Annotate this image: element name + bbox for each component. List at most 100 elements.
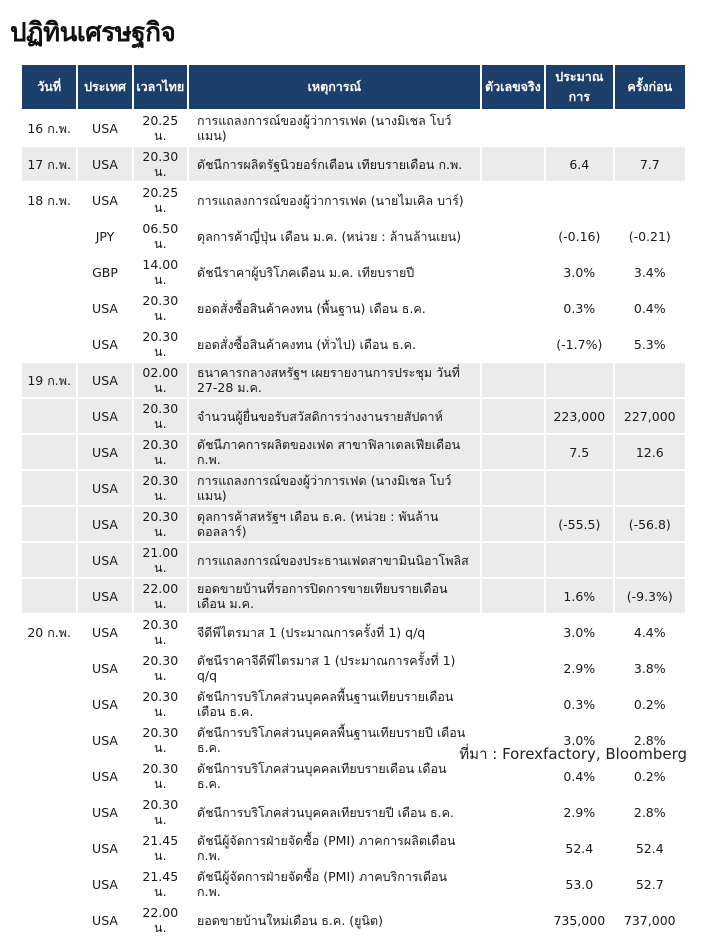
- cell-event: ดัชนีภาคการผลิตของเฟด สาขาฟิลาเดลเฟียเดื…: [188, 435, 480, 469]
- cell-previous: (-0.21): [614, 219, 685, 253]
- cell-previous: (-56.8): [614, 507, 685, 541]
- cell-date: [22, 795, 77, 829]
- table-row: USA 21.00 น. การแถลงการณ์ของประธานเฟดสาขาม…: [22, 543, 685, 577]
- table-row: 16 ก.พ. USA 20.25 น. การแถลงการณ์ของผู้ว่าก…: [22, 111, 685, 145]
- cell-event: จำนวนผู้ยื่นขอรับสวัสดิการว่างงานรายสัปด…: [188, 399, 480, 433]
- cell-previous: 2.8%: [614, 795, 685, 829]
- cell-forecast: [546, 471, 613, 505]
- table-row: 20 ก.พ. USA 20.30 น. จีดีพีไตรมาส 1 (ประมาณ…: [22, 615, 685, 649]
- cell-time: 02.00 น.: [133, 363, 187, 397]
- cell-date: [22, 255, 77, 289]
- cell-date: [22, 507, 77, 541]
- cell-event: ยอดสั่งซื้อสินค้าคงทน (พื้นฐาน) เดือน ธ.…: [188, 291, 480, 325]
- cell-time: 20.30 น.: [133, 687, 187, 721]
- cell-date: [22, 435, 77, 469]
- cell-event: ดัชนีการบริโภคส่วนบุคคลพื้นฐานเทียบรายเด…: [188, 687, 480, 721]
- cell-country: USA: [78, 723, 132, 757]
- cell-date: 16 ก.พ.: [22, 111, 77, 145]
- cell-forecast: 735,000: [546, 903, 613, 937]
- cell-actual: [481, 363, 545, 397]
- table-row: USA 22.00 น. ยอดขายบ้านใหม่เดือน ธ.ค. (ยูน…: [22, 903, 685, 937]
- cell-country: USA: [78, 327, 132, 361]
- cell-previous: 227,000: [614, 399, 685, 433]
- cell-previous: 7.7: [614, 147, 685, 181]
- cell-event: ยอดขายบ้านใหม่เดือน ธ.ค. (ยูนิต): [188, 903, 480, 937]
- table-header: วันที่ ประเทศ เวลาไทย เหตุการณ์ ตัวเลขจริง ปร…: [22, 65, 685, 109]
- cell-actual: [481, 471, 545, 505]
- cell-previous: 52.7: [614, 867, 685, 901]
- cell-country: USA: [78, 471, 132, 505]
- cell-date: [22, 723, 77, 757]
- table-row: USA 20.30 น. การแถลงการณ์ของผู้ว่าการเฟด (…: [22, 471, 685, 505]
- cell-event: ดัชนีผู้จัดการฝ่ายจัดซื้อ (PMI) ภาคการผล…: [188, 831, 480, 865]
- cell-event: ดัชนีการผลิตรัฐนิวยอร์กเดือน เทียบรายเดื…: [188, 147, 480, 181]
- cell-previous: 3.8%: [614, 651, 685, 685]
- cell-actual: [481, 147, 545, 181]
- table-row: USA 21.45 น. ดัชนีผู้จัดการฝ่ายจัดซื้อ (PM…: [22, 831, 685, 865]
- cell-date: [22, 579, 77, 613]
- cell-country: USA: [78, 795, 132, 829]
- cell-forecast: 223,000: [546, 399, 613, 433]
- cell-country: USA: [78, 291, 132, 325]
- cell-country: USA: [78, 183, 132, 217]
- cell-time: 21.45 น.: [133, 867, 187, 901]
- cell-event: ดัชนีราคาจีดีพีไตรมาส 1 (ประมาณการครั้งท…: [188, 651, 480, 685]
- cell-time: 20.30 น.: [133, 615, 187, 649]
- cell-forecast: [546, 183, 613, 217]
- table-row: USA 20.30 น. ดัชนีการบริโภคส่วนบุคคลพื้นฐา…: [22, 723, 685, 757]
- cell-country: USA: [78, 111, 132, 145]
- cell-date: [22, 543, 77, 577]
- cell-forecast: 6.4: [546, 147, 613, 181]
- cell-time: 20.30 น.: [133, 507, 187, 541]
- cell-previous: 737,000: [614, 903, 685, 937]
- table-row: USA 20.30 น. ดัชนีการบริโภคส่วนบุคคลพื้นฐา…: [22, 687, 685, 721]
- table-row: USA 20.30 น. ดุลการค้าสหรัฐฯ เดือน ธ.ค. (ห…: [22, 507, 685, 541]
- column-header-actual: ตัวเลขจริง: [481, 65, 545, 109]
- cell-forecast: 0.3%: [546, 291, 613, 325]
- cell-actual: [481, 327, 545, 361]
- cell-event: ยอดขายบ้านที่รอการปิดการขายเทียบรายเดือน…: [188, 579, 480, 613]
- cell-event: ดัชนีผู้จัดการฝ่ายจัดซื้อ (PMI) ภาคบริกา…: [188, 867, 480, 901]
- cell-actual: [481, 543, 545, 577]
- cell-event: ดุลการค้าสหรัฐฯ เดือน ธ.ค. (หน่วย : พันล…: [188, 507, 480, 541]
- cell-forecast: [546, 543, 613, 577]
- cell-actual: [481, 723, 545, 757]
- cell-forecast: 7.5: [546, 435, 613, 469]
- cell-date: [22, 867, 77, 901]
- table-row: USA 20.30 น. ดัชนีภาคการผลิตของเฟด สาขาฟิล…: [22, 435, 685, 469]
- column-header-previous: ครั้งก่อน: [614, 65, 685, 109]
- cell-country: USA: [78, 867, 132, 901]
- table-row: 19 ก.พ. USA 02.00 น. ธนาคารกลางสหรัฐฯ เผยรา…: [22, 363, 685, 397]
- cell-country: GBP: [78, 255, 132, 289]
- cell-country: USA: [78, 363, 132, 397]
- cell-time: 06.50 น.: [133, 219, 187, 253]
- cell-time: 20.25 น.: [133, 183, 187, 217]
- economic-calendar-table: วันที่ ประเทศ เวลาไทย เหตุการณ์ ตัวเลขจริง ปร…: [20, 63, 687, 939]
- cell-date: 18 ก.พ.: [22, 183, 77, 217]
- cell-time: 14.00 น.: [133, 255, 187, 289]
- table-row: USA 22.00 น. ยอดขายบ้านที่รอการปิดการขายเท…: [22, 579, 685, 613]
- cell-time: 20.30 น.: [133, 291, 187, 325]
- cell-forecast: 2.9%: [546, 795, 613, 829]
- cell-event: การแถลงการณ์ของประธานเฟดสาขามินนิอาโพลิส: [188, 543, 480, 577]
- cell-forecast: [546, 363, 613, 397]
- cell-event: จีดีพีไตรมาส 1 (ประมาณการครั้งที่ 1) q/q: [188, 615, 480, 649]
- cell-date: [22, 219, 77, 253]
- cell-event: การแถลงการณ์ของผู้ว่าการเฟด (นายไมเคิล บ…: [188, 183, 480, 217]
- cell-date: [22, 327, 77, 361]
- economic-calendar: วันที่ ประเทศ เวลาไทย เหตุการณ์ ตัวเลขจริง ปร…: [20, 63, 687, 939]
- cell-forecast: [546, 111, 613, 145]
- column-header-time: เวลาไทย: [133, 65, 187, 109]
- cell-time: 22.00 น.: [133, 903, 187, 937]
- cell-country: USA: [78, 435, 132, 469]
- cell-actual: [481, 651, 545, 685]
- cell-country: USA: [78, 543, 132, 577]
- table-row: USA 21.45 น. ดัชนีผู้จัดการฝ่ายจัดซื้อ (PM…: [22, 867, 685, 901]
- cell-previous: 2.8%: [614, 723, 685, 757]
- cell-event: ดัชนีราคาผู้บริโภคเดือน ม.ค. เทียบรายปี: [188, 255, 480, 289]
- cell-forecast: 1.6%: [546, 579, 613, 613]
- cell-previous: 0.2%: [614, 687, 685, 721]
- cell-actual: [481, 615, 545, 649]
- cell-event: ยอดสั่งซื้อสินค้าคงทน (ทั่วไป) เดือน ธ.ค…: [188, 327, 480, 361]
- table-row: USA 20.30 น. ดัชนีราคาจีดีพีไตรมาส 1 (ประม…: [22, 651, 685, 685]
